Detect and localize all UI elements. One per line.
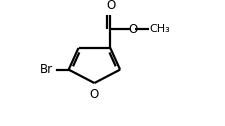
Text: Br: Br [40, 63, 53, 76]
Text: CH₃: CH₃ [149, 24, 170, 35]
Text: O: O [106, 0, 116, 12]
Text: O: O [90, 88, 99, 101]
Text: O: O [128, 23, 137, 36]
